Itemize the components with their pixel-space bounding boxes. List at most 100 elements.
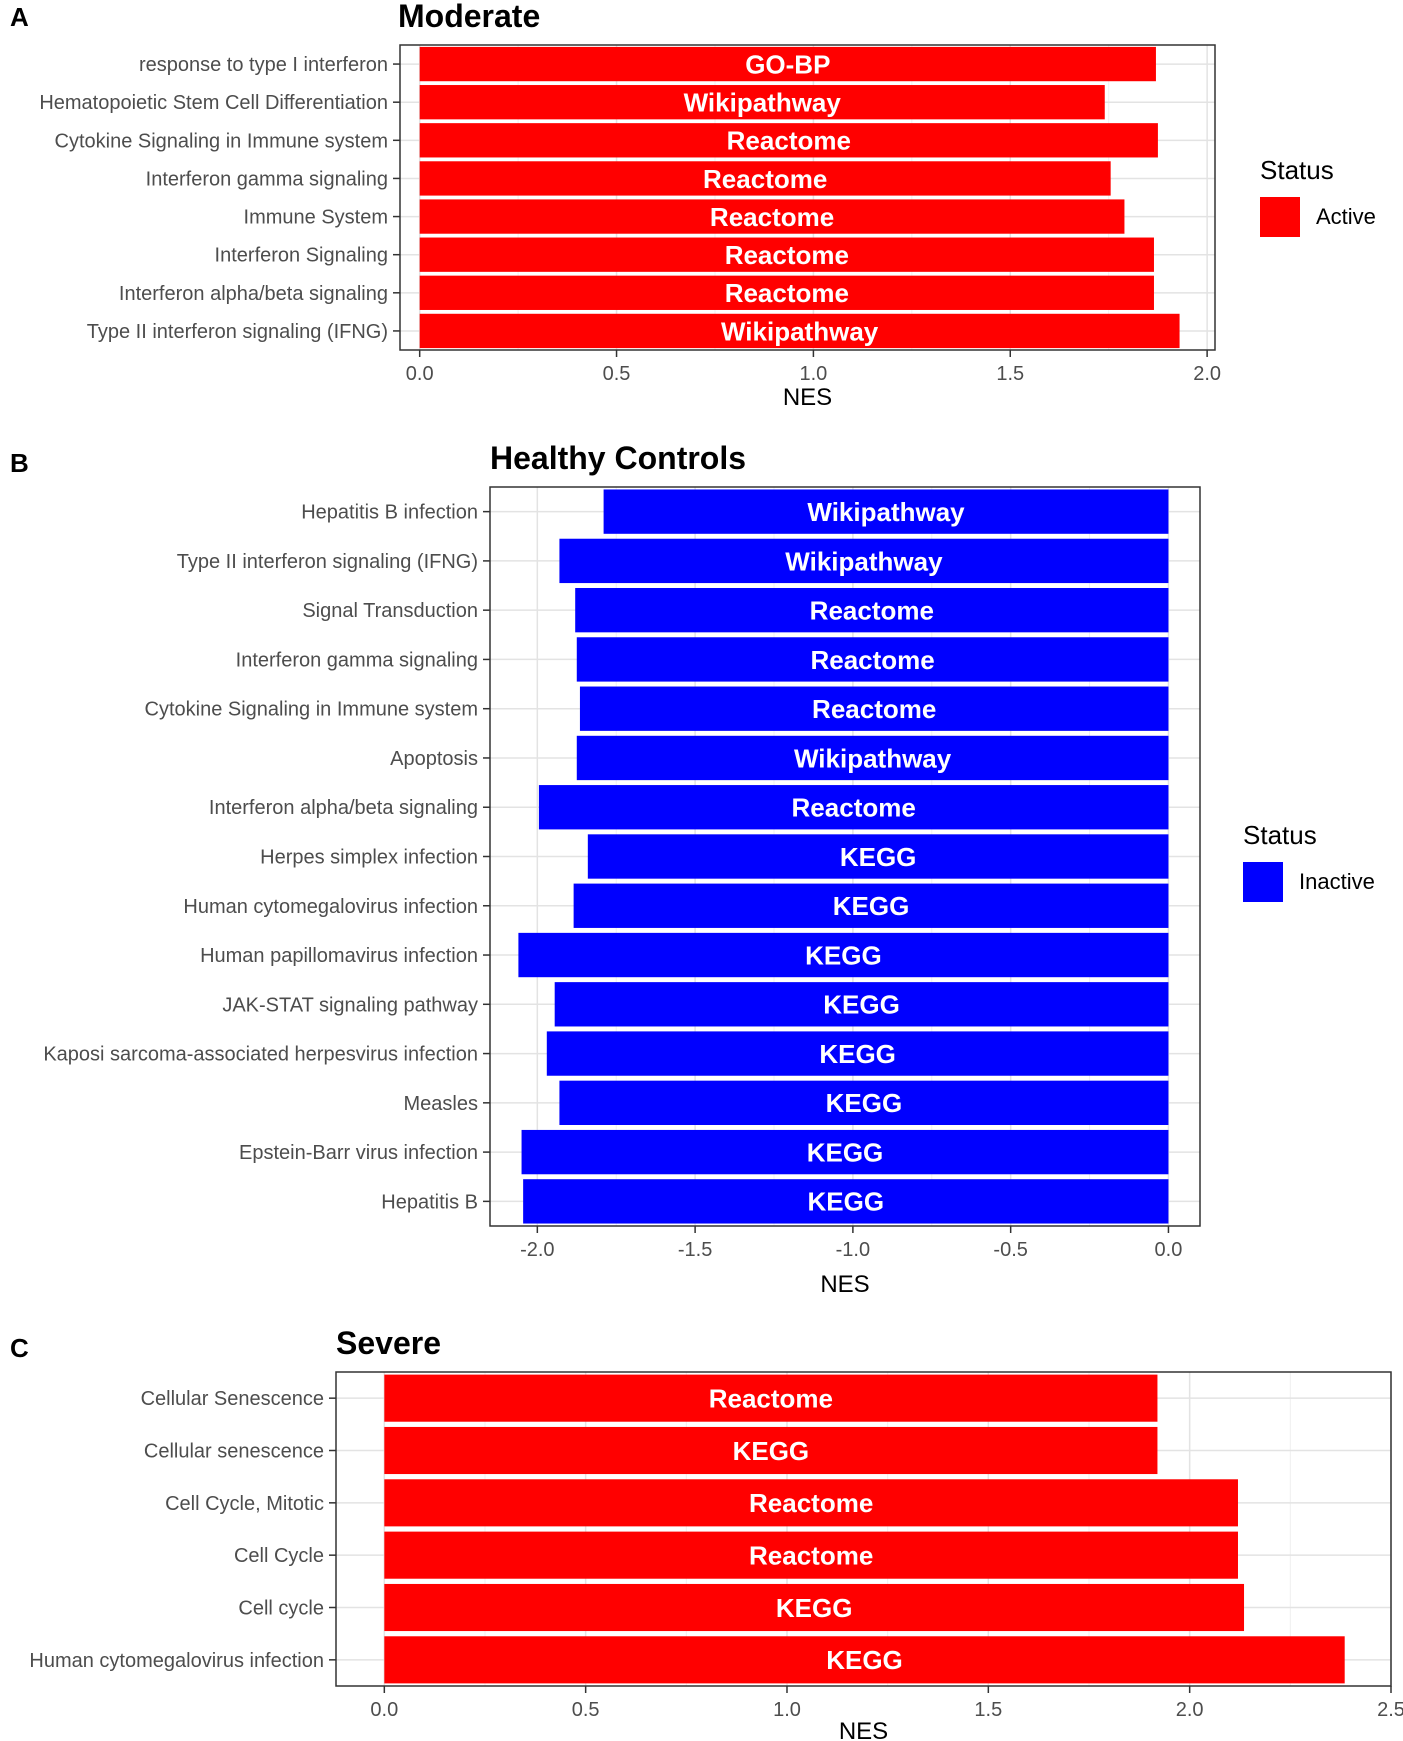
chart-title: Moderate [398,0,541,34]
bar [384,1531,1238,1579]
legend-item-active: Active [1260,197,1376,237]
bar [576,735,1169,781]
y-tick-label: JAK-STAT signaling pathway [222,994,478,1016]
bar [546,1031,1169,1076]
bar [384,1479,1238,1527]
x-tick-label: 0.0 [1155,1239,1183,1261]
legend-label: Active [1316,204,1376,229]
bar-label: KEGG [840,842,917,872]
bar-label: Reactome [703,164,827,194]
y-axis: Cellular Senescence Cellular senescence Ce… [29,1388,336,1672]
bar-label: KEGG [833,891,910,921]
bar [575,587,1169,633]
bar-label: Reactome [725,278,849,308]
plot-border [399,44,1216,351]
bar [518,932,1169,978]
bar [521,1129,1169,1175]
y-tick-label: Hepatitis B [381,1191,478,1213]
x-tick-label: 2.5 [1377,1699,1403,1721]
y-tick-label: response to type I interferon [139,54,388,76]
y-tick-label: Herpes simplex infection [260,847,478,869]
bar [576,637,1169,682]
panel-label: A [10,2,29,32]
bar [384,1636,1345,1684]
y-tick-label: Human papillomavirus infection [200,945,478,967]
panel-label: B [10,448,29,478]
x-tick-label: 1.5 [974,1699,1002,1721]
bar [587,834,1169,879]
chart-moderate: GO-BP Wikipathway Reactome Reactome Reactome… [39,44,1221,411]
chart-title: Severe [336,1325,441,1361]
y-tick-label: Hematopoietic Stem Cell Differentiation [39,92,388,114]
y-axis: Hepatitis B infection Type II interferon … [43,502,490,1213]
y-tick-label: Interferon gamma signaling [146,168,388,190]
x-axis: 0.0 0.5 1.0 1.5 2.0 2.5 NES [370,1686,1403,1741]
x-tick-label: 1.0 [773,1699,801,1721]
panel-c: C Severe Reactome KEGG Reactome Reactome KEG… [0,1315,1403,1741]
y-tick-label: Cellular senescence [144,1441,324,1463]
y-tick-label: Hepatitis B infection [301,502,478,524]
legend-swatch [1243,862,1283,902]
x-tick-label: 0.0 [406,363,434,385]
x-tick-label: 2.0 [1193,363,1221,385]
chart-title: Healthy Controls [490,440,747,476]
panel-b: B Healthy Controls Wikipathway Wikipathwa… [0,430,1403,1310]
bar [419,199,1125,234]
bar [384,1374,1158,1422]
x-axis: 0.0 0.5 1.0 1.5 2.0 NES [406,350,1221,411]
bar-label: Reactome [812,694,936,724]
bar-label: GO-BP [745,49,830,79]
x-tick-label: -2.0 [520,1239,554,1261]
legend-item-inactive: Inactive [1243,862,1375,902]
chart-severe: Reactome KEGG Reactome Reactome KEGG KEGG Cell… [29,1371,1403,1741]
bar-label: KEGG [826,1645,903,1675]
x-tick-label: -1.5 [678,1239,712,1261]
bars: GO-BP Wikipathway Reactome Reactome Reactome… [419,46,1180,349]
x-tick-label: -1.0 [836,1239,870,1261]
legend-swatch [1260,197,1300,237]
bar-label: Reactome [725,240,849,270]
bar-label: KEGG [807,1187,884,1217]
bar-label: KEGG [807,1137,884,1167]
legend-title: Status [1243,820,1317,850]
x-axis-title: NES [820,1271,869,1298]
bar-label: Reactome [709,1384,833,1414]
bar [419,85,1105,120]
bar [538,785,1169,830]
y-tick-label: Signal Transduction [302,600,478,622]
bar [573,883,1169,928]
bar-label: Reactome [792,793,916,823]
bar-label: Reactome [810,596,934,626]
bar-label: KEGG [733,1436,810,1466]
bar-label: Wikipathway [794,743,952,773]
legend-title: Status [1260,155,1334,185]
x-tick-label: 0.5 [603,363,631,385]
y-tick-label: Cytokine Signaling in Immune system [145,699,478,721]
y-tick-label: Kaposi sarcoma-associated herpesvirus in… [43,1044,478,1066]
bar-label: Reactome [749,1488,873,1518]
bar [419,161,1111,196]
y-tick-label: Type II interferon signaling (IFNG) [177,551,478,573]
y-axis: response to type I interferon Hematopoiet… [39,54,400,343]
y-tick-label: Cellular Senescence [141,1388,324,1410]
bar-label: Reactome [727,126,851,156]
x-axis-title: NES [783,384,832,411]
legend: Status Active [1260,155,1376,237]
y-tick-label: Measles [404,1093,478,1115]
y-tick-label: Type II interferon signaling (IFNG) [87,321,388,343]
bar [419,275,1154,310]
x-tick-label: 0.0 [370,1699,398,1721]
y-tick-label: Interferon gamma signaling [236,649,478,671]
y-tick-label: Cytokine Signaling in Immune system [55,130,388,152]
x-axis-title: NES [839,1718,888,1741]
y-tick-label: Interferon alpha/beta signaling [119,283,388,305]
y-tick-label: Cell Cycle [234,1545,324,1567]
plot-border [335,1371,1392,1687]
bar-label: KEGG [805,940,882,970]
y-tick-label: Epstein-Barr virus infection [239,1142,478,1164]
y-tick-label: Interferon Signaling [215,245,388,267]
x-axis: -2.0 -1.5 -1.0 -0.5 0.0 NES [520,1226,1182,1298]
bar-label: KEGG [776,1593,853,1623]
x-tick-label: 0.5 [572,1699,600,1721]
y-tick-label: Human cytomegalovirus infection [29,1650,324,1672]
